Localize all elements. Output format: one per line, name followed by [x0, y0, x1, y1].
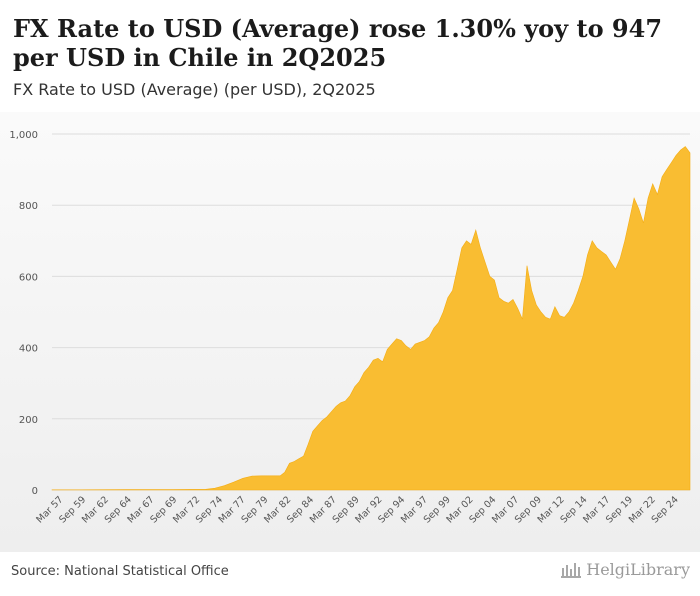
y-tick-label: 600 [19, 272, 38, 283]
series-area [51, 146, 691, 491]
chart-subtitle: FX Rate to USD (Average) (per USD), 2Q20… [13, 80, 376, 99]
source-note: Source: National Statistical Office [11, 564, 229, 579]
chart-title: FX Rate to USD (Average) rose 1.30% yoy … [13, 14, 663, 72]
library-icon [561, 562, 582, 578]
y-tick-label: 1,000 [9, 130, 38, 141]
y-tick-label: 200 [19, 415, 38, 426]
brand-logo: HelgiLibrary [560, 560, 690, 579]
y-tick-label: 800 [19, 201, 38, 212]
brand-name: HelgiLibrary [586, 560, 690, 579]
y-tick-label: 400 [19, 344, 38, 355]
y-tick-label: 0 [32, 486, 38, 497]
